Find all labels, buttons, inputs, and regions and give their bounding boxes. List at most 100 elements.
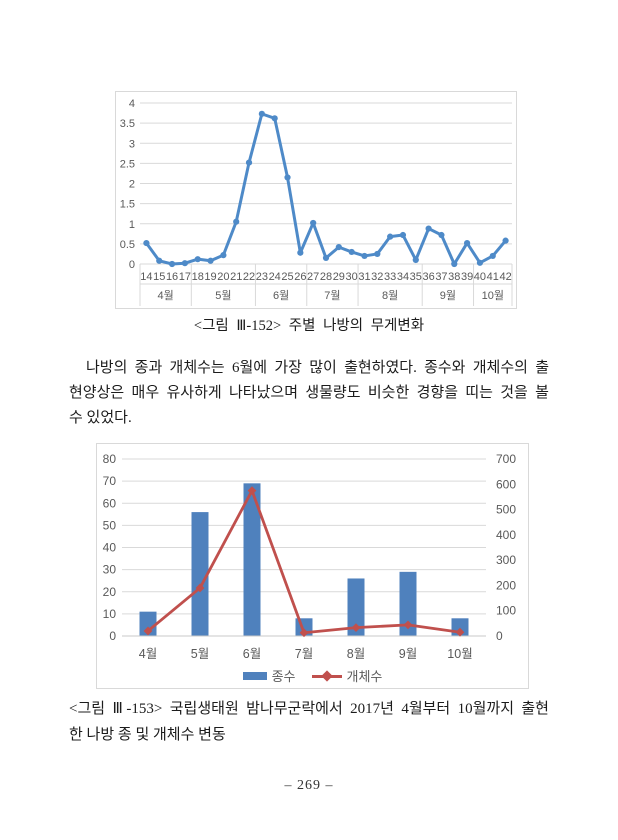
left-y-tick-label: 80 <box>103 452 117 466</box>
diamond-marker-icon <box>299 628 309 638</box>
left-y-tick-label: 0 <box>109 629 116 643</box>
diamond-marker-icon <box>351 623 361 633</box>
diamond-marker-icon <box>320 669 333 682</box>
week-tick-label: 41 <box>487 271 499 283</box>
figure-153-caption-line-2: 한 나방 종 및 개체수 변동 <box>69 727 226 743</box>
y-tick-label: 0.5 <box>120 239 135 251</box>
week-tick-label: 26 <box>294 271 306 283</box>
diamond-marker-icon <box>403 620 413 630</box>
diamond-marker-icon <box>247 486 257 496</box>
y-tick-label: 1 <box>129 219 135 231</box>
week-tick-label: 37 <box>435 271 447 283</box>
month-label: 9월 <box>440 289 456 302</box>
month-label: 8월 <box>382 289 398 302</box>
category-label: 10월 <box>447 647 472 661</box>
species-count-bar <box>139 611 157 636</box>
figure-152-caption: <그림 Ⅲ-152> 주별 나방의 무게변화 <box>193 318 425 334</box>
left-y-tick-label: 70 <box>103 474 117 488</box>
week-tick-label: 22 <box>243 271 255 283</box>
data-point-marker <box>245 159 253 166</box>
week-tick-label: 24 <box>269 271 281 283</box>
y-tick-label: 0 <box>129 259 135 271</box>
data-point-marker <box>297 249 304 256</box>
left-y-tick-label: 20 <box>103 585 117 599</box>
data-point-marker <box>335 243 342 251</box>
data-point-marker <box>348 248 355 256</box>
data-point-marker <box>220 252 227 259</box>
week-tick-label: 21 <box>230 271 242 283</box>
y-tick-label: 2 <box>129 179 135 191</box>
data-point-marker <box>412 256 419 264</box>
week-tick-label: 16 <box>166 271 178 283</box>
data-point-marker <box>464 239 471 247</box>
data-point-marker <box>322 254 330 262</box>
chart-legend: 종수 개체수 <box>97 666 528 685</box>
week-tick-label: 36 <box>422 271 434 283</box>
data-point-marker <box>387 233 394 240</box>
right-y-tick-label: 400 <box>496 528 516 542</box>
species-count-bar <box>347 578 365 636</box>
data-point-marker <box>194 256 201 263</box>
right-y-tick-label: 600 <box>496 477 516 491</box>
week-tick-label: 30 <box>346 271 358 283</box>
right-y-tick-label: 0 <box>496 629 503 643</box>
right-y-tick-label: 300 <box>496 553 516 567</box>
data-point-marker <box>476 259 484 266</box>
week-tick-label: 29 <box>333 271 345 283</box>
month-label: 7월 <box>324 289 340 302</box>
data-point-marker <box>271 115 278 122</box>
category-label: 4월 <box>139 647 157 661</box>
y-tick-label: 3 <box>129 138 135 150</box>
diamond-marker-icon <box>143 626 153 636</box>
species-count-bar <box>399 571 417 636</box>
week-tick-label: 27 <box>307 271 319 283</box>
legend-label-species: 종수 <box>271 669 296 684</box>
data-point-marker <box>502 237 509 244</box>
data-point-marker <box>425 225 432 232</box>
week-tick-label: 19 <box>204 271 216 283</box>
weekly-weight-line-chart: 0 0.5 1 1.5 2 2.5 3 3.5 4 4월 5월 6월 7월 8월 9월 10월 14 15 16 17… <box>120 98 513 306</box>
bar-series-swatch <box>242 671 267 680</box>
category-label: 9월 <box>399 647 417 661</box>
week-tick-label: 32 <box>371 271 383 283</box>
figure-153-caption: <그림 Ⅲ-153> 국립생태원 밤나무군락에서 2017년 4월부터 10월까… <box>69 696 549 748</box>
y-tick-label: 2.5 <box>120 158 135 170</box>
left-y-tick-label: 10 <box>103 607 117 621</box>
monthly-species-abundance-chart: 0 10 20 30 40 50 60 70 80 0 100 200 300 400 500 600 700 4… <box>103 452 517 661</box>
data-point-marker <box>489 252 496 260</box>
data-point-marker <box>168 260 176 268</box>
data-point-marker <box>181 260 188 267</box>
month-label: 4월 <box>158 289 174 302</box>
left-y-tick-label: 60 <box>103 496 117 510</box>
data-point-marker <box>258 110 265 117</box>
right-y-tick-label: 500 <box>496 503 516 517</box>
weight-series-line <box>144 112 508 266</box>
legend-item-individuals: 개체수 <box>311 666 383 685</box>
week-tick-label: 38 <box>448 271 460 283</box>
data-point-marker <box>374 250 381 258</box>
legend-label-individuals: 개체수 <box>346 669 383 684</box>
right-y-tick-label: 100 <box>496 604 516 618</box>
data-point-marker <box>399 231 407 239</box>
data-point-marker <box>143 239 150 247</box>
data-point-marker <box>207 257 214 264</box>
category-label: 5월 <box>191 647 209 661</box>
figure-153-caption-line-1: <그림 Ⅲ-153> 국립생태원 밤나무군락에서 2017년 4월부터 10월까… <box>69 701 549 717</box>
data-point-marker <box>310 219 317 227</box>
paragraph-line-1: 나방의 종과 개체수는 6월에 가장 많이 출현하였다. 종수와 개체수의 출 <box>86 360 549 376</box>
diamond-marker-icon <box>455 627 465 637</box>
data-point-marker <box>451 260 458 268</box>
species-count-bar <box>243 483 261 636</box>
data-point-marker <box>156 257 163 264</box>
week-tick-label: 31 <box>358 271 370 283</box>
week-tick-label: 25 <box>281 271 293 283</box>
page-number: – 269 – <box>284 778 334 793</box>
body-paragraph: 나방의 종과 개체수는 6월에 가장 많이 출현하였다. 종수와 개체수의 출 … <box>69 356 549 431</box>
week-tick-label: 23 <box>256 271 268 283</box>
y-tick-label: 3.5 <box>120 118 135 130</box>
week-tick-label: 42 <box>499 271 511 283</box>
week-tick-label: 15 <box>153 271 165 283</box>
left-y-tick-label: 30 <box>103 563 117 577</box>
month-label: 5월 <box>215 289 231 302</box>
